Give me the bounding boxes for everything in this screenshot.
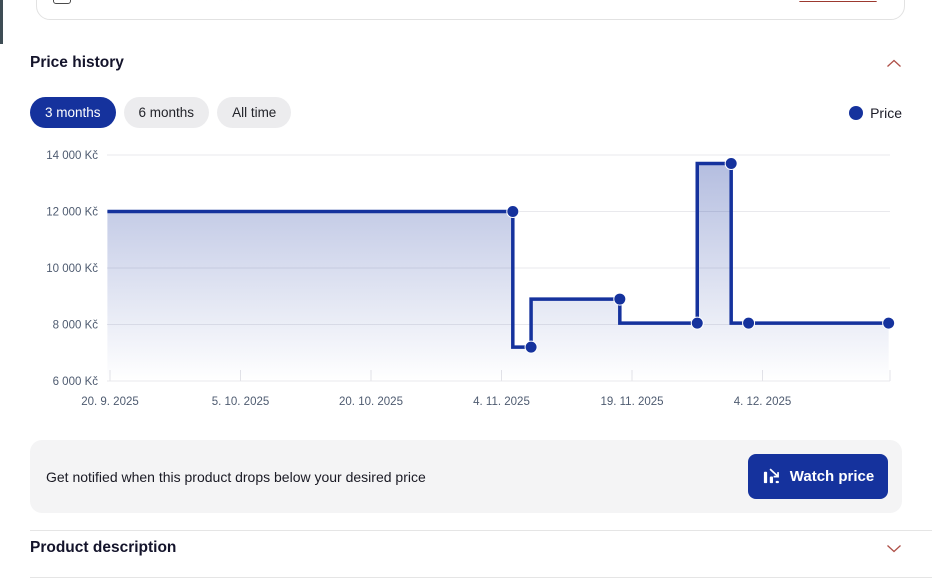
svg-text:6 000 Kč: 6 000 Kč [53,376,99,388]
see-reviews-link[interactable]: See reviews [799,0,876,3]
svg-text:20. 10. 2025: 20. 10. 2025 [339,396,403,408]
divider [30,530,932,531]
svg-text:12 000 Kč: 12 000 Kč [46,207,98,219]
svg-text:14 000 Kč: 14 000 Kč [46,150,98,162]
divider [30,577,932,578]
left-edge-line [0,0,3,44]
price-history-title: Price history [30,54,124,71]
svg-text:10 000 Kč: 10 000 Kč [46,263,98,275]
tab-6-months[interactable]: 6 months [123,97,210,128]
product-description-header[interactable]: Product description [30,539,902,557]
chart-legend: Price [849,105,902,121]
chevron-right-icon: › [883,0,888,3]
svg-text:4. 11. 2025: 4. 11. 2025 [473,396,530,408]
price-series-dot-icon [849,105,864,120]
svg-text:8 000 Kč: 8 000 Kč [53,320,99,332]
shop-name: van Howar [85,0,156,3]
star-rating-icons: ☆☆☆☆☆ [174,0,281,5]
chevron-up-icon[interactable] [886,59,902,68]
svg-text:20. 9. 2025: 20. 9. 2025 [81,396,139,408]
legend-label: Price [870,104,902,121]
watch-price-label: Watch price [789,468,875,485]
shop-logo-placeholder-icon [53,0,71,4]
svg-text:4. 12. 2025: 4. 12. 2025 [734,396,792,408]
price-history-chart: 14 000 Kč 12 000 Kč 10 000 Kč 8 000 Kč 6 000… [30,145,905,410]
watch-price-message: Get notified when this product drops bel… [46,468,426,485]
product-description-title: Product description [30,539,177,556]
tab-3-months[interactable]: 3 months [30,97,116,128]
watch-price-banner: Get notified when this product drops bel… [30,440,902,513]
price-history-header[interactable]: Price history [30,54,902,72]
shop-review-row: van Howar ☆☆☆☆☆ See reviews › [53,0,888,7]
watch-price-button[interactable]: Watch price [748,454,888,499]
chevron-down-icon[interactable] [886,544,902,553]
svg-text:19. 11. 2025: 19. 11. 2025 [600,396,663,408]
svg-text:5. 10. 2025: 5. 10. 2025 [212,396,270,408]
tab-all-time[interactable]: All time [217,97,292,128]
price-history-chart-svg: 14 000 Kč 12 000 Kč 10 000 Kč 8 000 Kč 6 000… [46,150,896,408]
shop-review-card: van Howar ☆☆☆☆☆ See reviews › [36,0,905,20]
watch-price-icon [762,467,781,486]
chart-controls: 3 months 6 months All time Price [30,97,902,128]
